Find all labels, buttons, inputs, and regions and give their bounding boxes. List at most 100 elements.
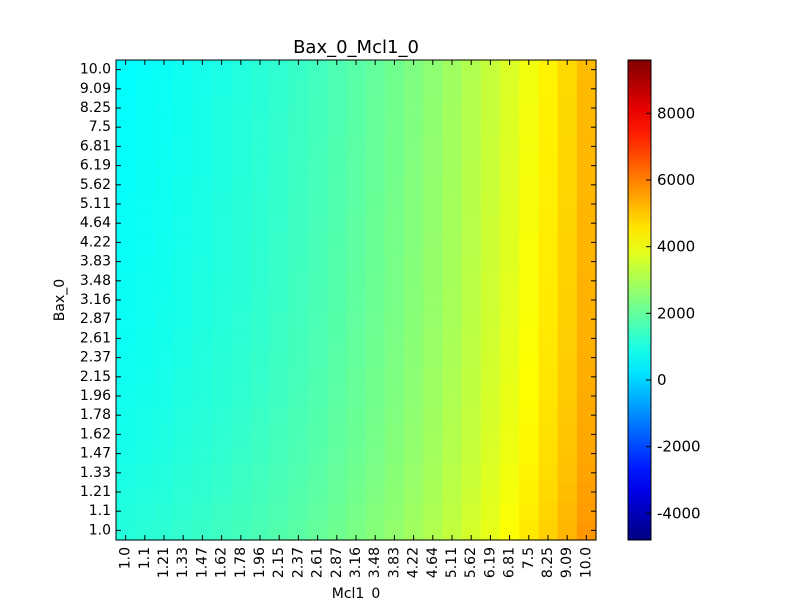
heatmap-cell xyxy=(480,367,501,387)
heatmap-cell xyxy=(346,79,367,99)
heatmap-cell xyxy=(288,328,309,349)
heatmap-cell xyxy=(116,79,136,99)
heatmap-cell xyxy=(557,232,578,253)
heatmap-cell xyxy=(576,271,597,291)
heatmap-cell xyxy=(308,463,328,483)
heatmap-cell xyxy=(557,482,578,503)
heatmap-cell xyxy=(327,367,347,387)
heatmap-cell xyxy=(269,98,290,119)
heatmap-cell xyxy=(135,136,155,157)
heatmap-cell xyxy=(154,367,175,387)
y-tick-label: 1.1 xyxy=(89,503,111,519)
heatmap-cell xyxy=(480,405,501,426)
heatmap-cell xyxy=(480,156,501,176)
heatmap-cell xyxy=(231,424,251,445)
heatmap-cell xyxy=(576,386,597,407)
heatmap-cell xyxy=(519,424,539,445)
heatmap-cell xyxy=(519,60,539,80)
heatmap-cell xyxy=(308,309,328,330)
heatmap-cell xyxy=(365,213,386,234)
y-axis-ticks: 1.0 1.1 1.21 1.33 1.47 1.62 1.78 1.96 2.15 2.37 2.… xyxy=(80,62,596,538)
heatmap-cell xyxy=(404,290,424,311)
heatmap-cell xyxy=(212,348,232,368)
heatmap-cell xyxy=(192,213,213,234)
heatmap-cell xyxy=(192,348,213,368)
x-tick-label: 7.5 xyxy=(521,547,537,569)
heatmap-cell xyxy=(116,424,136,445)
heatmap-cell xyxy=(384,501,405,522)
x-tick-label: 6.19 xyxy=(482,547,498,578)
heatmap-cell xyxy=(269,482,290,503)
heatmap-cell xyxy=(269,367,290,387)
heatmap-cell xyxy=(192,156,213,176)
heatmap-cell xyxy=(557,386,578,407)
heatmap-cell xyxy=(308,79,328,99)
heatmap-cell xyxy=(135,232,155,253)
heatmap-cell xyxy=(116,463,136,483)
heatmap-cell xyxy=(192,175,213,195)
heatmap-cell xyxy=(173,328,194,349)
heatmap-cell xyxy=(500,520,520,541)
heatmap-cell xyxy=(538,194,559,215)
heatmap-cell xyxy=(519,386,539,407)
heatmap-cell xyxy=(231,175,251,195)
y-tick-label: 1.0 xyxy=(89,522,111,538)
heatmap-cell xyxy=(557,194,578,215)
heatmap-cell xyxy=(327,194,347,215)
heatmap-cell xyxy=(308,252,328,272)
heatmap-cell xyxy=(212,136,232,157)
heatmap-cell xyxy=(557,520,578,541)
heatmap-cell xyxy=(519,367,539,387)
heatmap-cell xyxy=(519,405,539,426)
heatmap-cell xyxy=(212,271,232,291)
heatmap-cell xyxy=(135,424,155,445)
heatmap-cell xyxy=(269,309,290,330)
heatmap-cell xyxy=(480,444,501,464)
heatmap-cell xyxy=(116,117,136,138)
heatmap-cell xyxy=(212,117,232,138)
x-tick-label: 2.87 xyxy=(329,547,345,578)
heatmap-cell xyxy=(384,271,405,291)
heatmap-cell xyxy=(269,156,290,176)
heatmap-cell xyxy=(116,386,136,407)
heatmap-cell xyxy=(116,252,136,272)
heatmap-cell xyxy=(250,520,271,541)
heatmap-cell xyxy=(288,252,309,272)
heatmap-cell xyxy=(576,175,597,195)
heatmap-cell xyxy=(192,444,213,464)
heatmap-cell xyxy=(423,117,443,138)
heatmap-cell xyxy=(538,232,559,253)
heatmap-cell xyxy=(519,482,539,503)
y-axis-label: Bax_0 xyxy=(52,279,68,321)
heatmap-cell xyxy=(576,79,597,99)
heatmap-cell xyxy=(576,328,597,349)
heatmap-cell xyxy=(327,482,347,503)
heatmap-cell xyxy=(250,136,271,157)
heatmap-cell xyxy=(404,482,424,503)
heatmap-cell xyxy=(519,328,539,349)
heatmap-cell xyxy=(269,117,290,138)
heatmap-cell xyxy=(423,463,443,483)
heatmap-cell xyxy=(423,328,443,349)
heatmap-cell xyxy=(250,444,271,464)
heatmap-cell xyxy=(346,213,367,234)
heatmap-cell xyxy=(346,482,367,503)
heatmap-cell xyxy=(116,444,136,464)
heatmap-cell xyxy=(538,290,559,311)
x-axis-ticks: 1.0 1.1 1.21 1.33 1.47 1.62 1.78 1.96 2.15 2.37 2.… xyxy=(118,60,594,578)
heatmap-cell xyxy=(384,175,405,195)
heatmap-cell xyxy=(250,156,271,176)
heatmap-cell xyxy=(192,271,213,291)
heatmap-cell xyxy=(154,79,175,99)
heatmap-cell xyxy=(538,213,559,234)
heatmap-cell xyxy=(423,386,443,407)
heatmap-cell xyxy=(116,156,136,176)
heatmap-cell xyxy=(384,252,405,272)
heatmap-cell xyxy=(231,156,251,176)
heatmap-cell xyxy=(173,463,194,483)
heatmap-cell xyxy=(576,213,597,234)
heatmap-cell xyxy=(288,60,309,80)
heatmap-cell xyxy=(538,175,559,195)
heatmap-cell xyxy=(346,424,367,445)
